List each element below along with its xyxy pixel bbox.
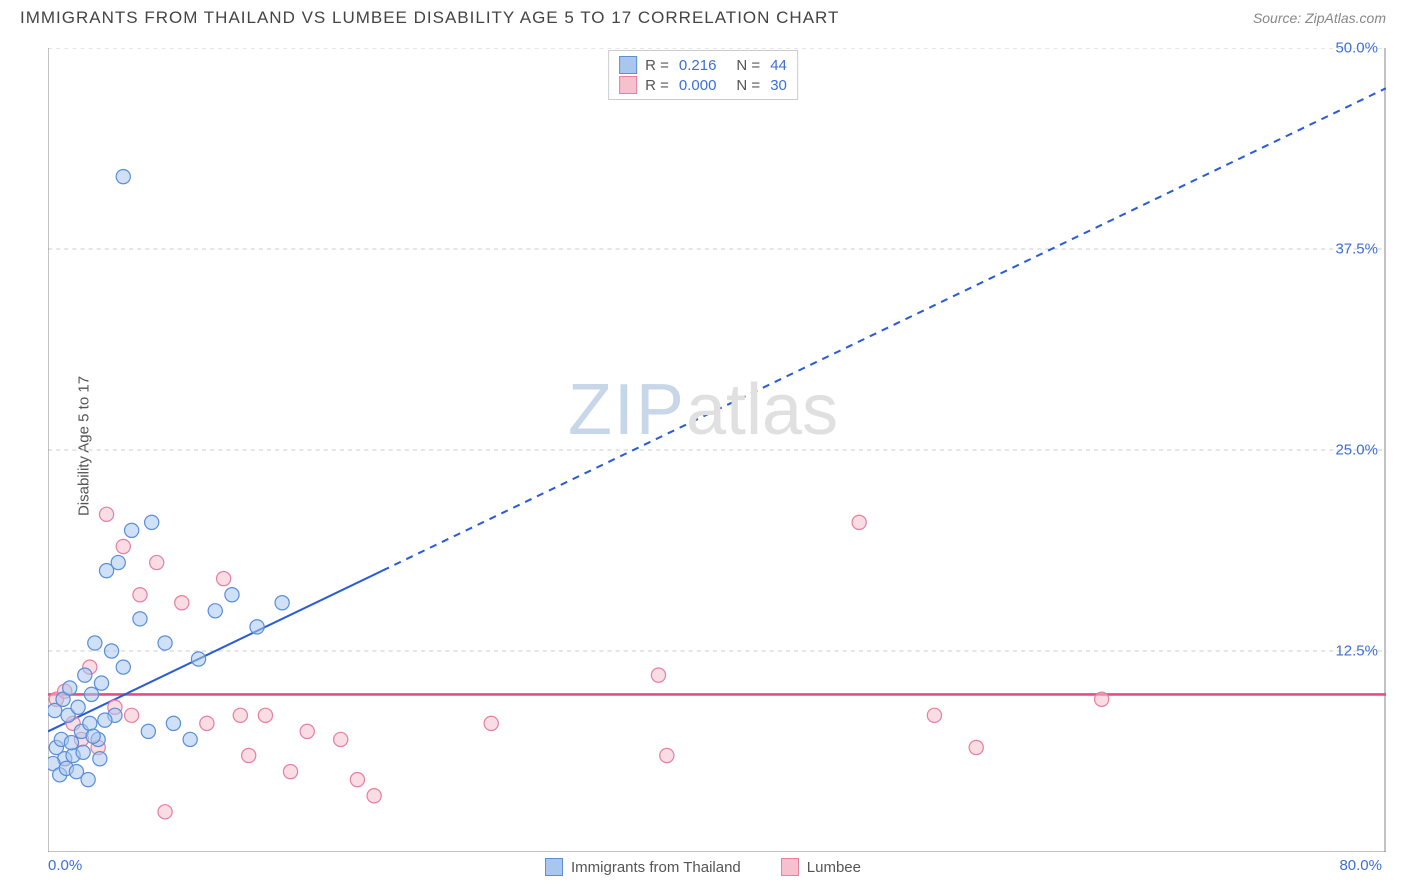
- legend-n-label: N =: [736, 77, 760, 94]
- legend-swatch: [619, 76, 637, 94]
- legend-r-value: 0.216: [679, 57, 717, 74]
- series-legend: Immigrants from Thailand Lumbee: [545, 858, 861, 876]
- y-tick-label: 50.0%: [1335, 40, 1378, 57]
- source-attribution: Source: ZipAtlas.com: [1253, 10, 1386, 26]
- y-tick-label: 25.0%: [1335, 442, 1378, 459]
- legend-n-label: N =: [736, 57, 760, 74]
- correlation-legend: R = 0.216 N = 44 R = 0.000 N = 30: [608, 50, 798, 100]
- chart-area: [48, 48, 1386, 852]
- chart-title: IMMIGRANTS FROM THAILAND VS LUMBEE DISAB…: [20, 8, 839, 28]
- legend-swatch: [545, 858, 563, 876]
- legend-n-value: 30: [770, 77, 787, 94]
- legend-n-value: 44: [770, 57, 787, 74]
- legend-row: R = 0.000 N = 30: [619, 75, 787, 95]
- legend-swatch: [619, 56, 637, 74]
- legend-item: Lumbee: [781, 858, 861, 876]
- legend-row: R = 0.216 N = 44: [619, 55, 787, 75]
- y-tick-label: 37.5%: [1335, 241, 1378, 258]
- x-axis-max-label: 80.0%: [1339, 857, 1382, 874]
- scatter-plot: [48, 48, 1386, 852]
- legend-label: Lumbee: [807, 859, 861, 876]
- legend-label: Immigrants from Thailand: [571, 859, 741, 876]
- y-tick-label: 12.5%: [1335, 643, 1378, 660]
- legend-r-value: 0.000: [679, 77, 717, 94]
- legend-item: Immigrants from Thailand: [545, 858, 741, 876]
- legend-r-label: R =: [645, 77, 669, 94]
- legend-swatch: [781, 858, 799, 876]
- x-axis-min-label: 0.0%: [48, 857, 82, 874]
- legend-r-label: R =: [645, 57, 669, 74]
